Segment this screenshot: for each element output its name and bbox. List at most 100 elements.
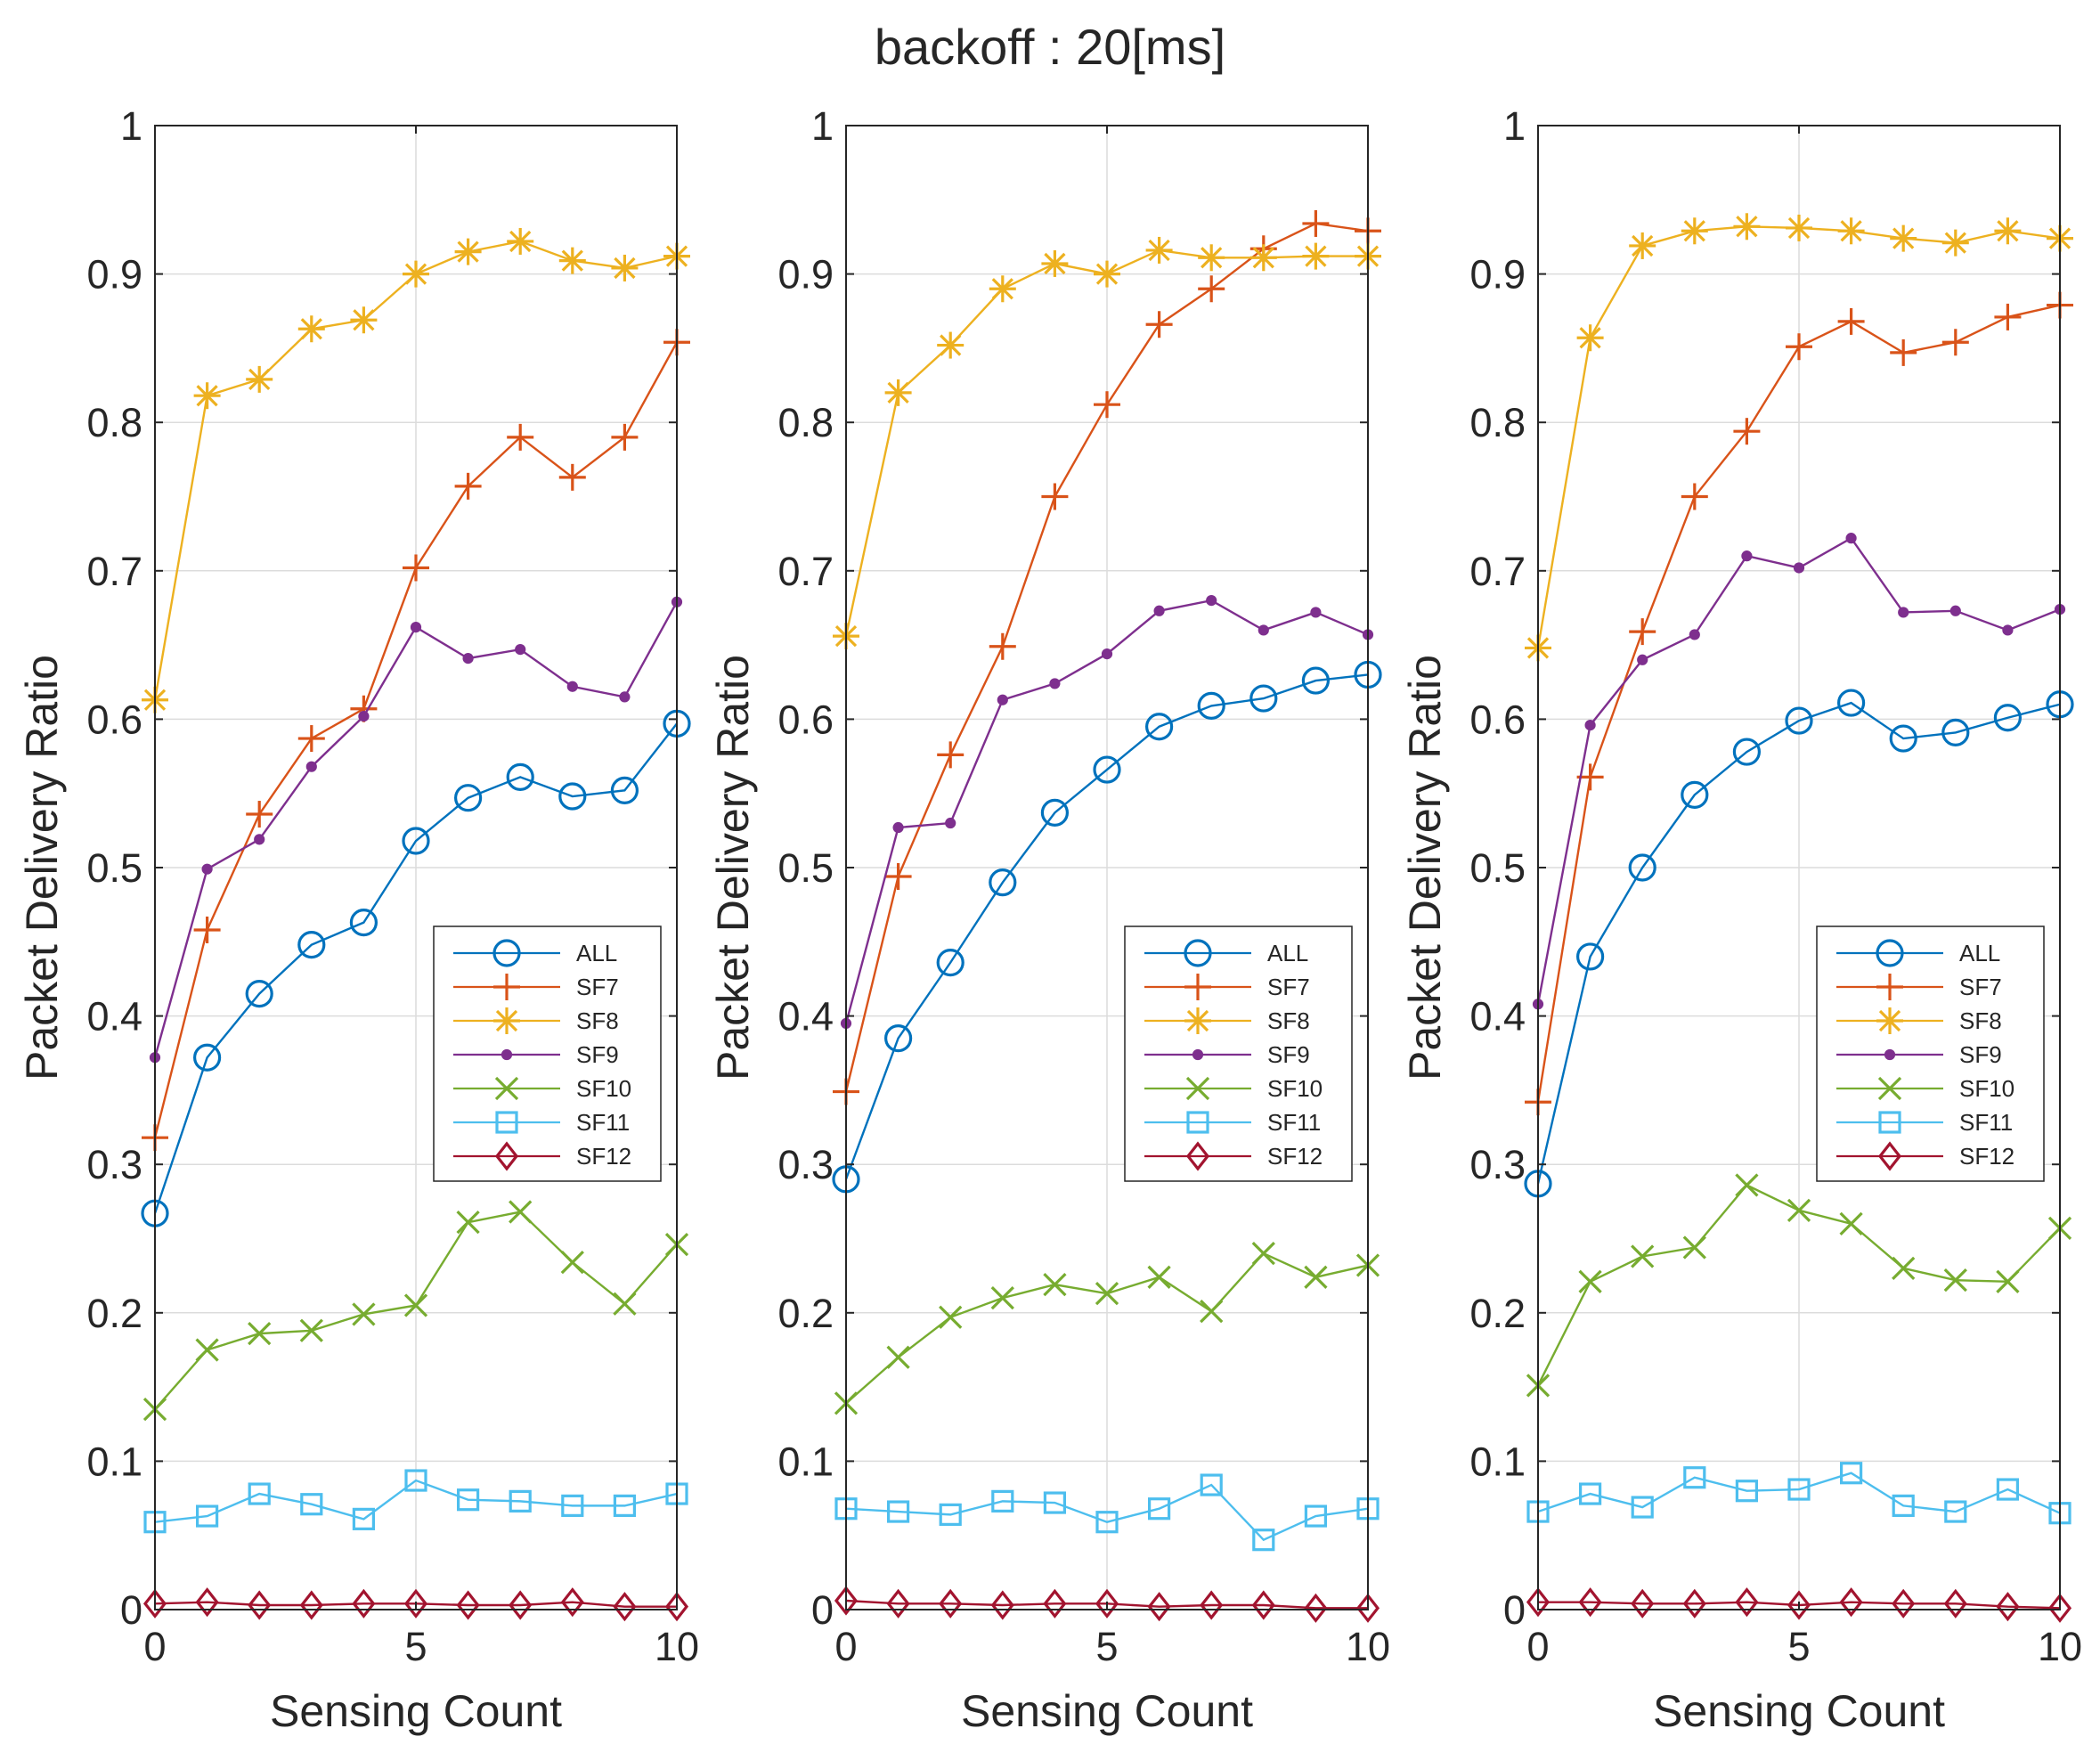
data-point-sf10 <box>560 1251 584 1275</box>
y-tick-label: 0.3 <box>1469 1142 1526 1187</box>
data-point-all <box>558 782 587 811</box>
data-point-sf9 <box>1049 678 1061 689</box>
data-point-sf9 <box>358 710 370 722</box>
data-point-sf7 <box>1890 338 1917 366</box>
legend-marker-sf11 <box>1878 1111 1901 1134</box>
data-point-sf12 <box>299 1590 323 1620</box>
legend-marker-sf9 <box>1884 1048 1896 1061</box>
data-point-sf12 <box>1095 1588 1119 1618</box>
data-point-sf9 <box>1741 550 1753 562</box>
legend-label: SF10 <box>1267 1075 1323 1102</box>
data-point-sf12 <box>1355 1593 1380 1623</box>
data-point-sf7 <box>1681 483 1708 510</box>
x-tick-label: 0 <box>143 1624 166 1669</box>
data-point-sf8 <box>989 275 1016 303</box>
data-point-all <box>989 868 1017 897</box>
data-point-sf8 <box>1302 242 1330 270</box>
data-point-sf11 <box>1095 1511 1119 1534</box>
legend-label: SF12 <box>1959 1143 2015 1170</box>
legend-marker-sf7 <box>1876 974 1903 1000</box>
x-tick-label: 10 <box>2038 1624 2082 1669</box>
legend-marker-sf8 <box>1184 1007 1211 1034</box>
data-point-sf11 <box>300 1493 323 1516</box>
data-point-sf11 <box>1787 1478 1811 1501</box>
data-point-sf11 <box>1043 1491 1067 1514</box>
data-point-sf9 <box>462 652 474 665</box>
legend-label: SF8 <box>1959 1007 2002 1034</box>
data-point-sf10 <box>1943 1268 1967 1292</box>
data-point-sf8 <box>1145 236 1173 264</box>
y-axis-label: Packet Delivery Ratio <box>708 655 758 1080</box>
y-tick-label: 0.4 <box>777 994 834 1040</box>
data-point-sf7 <box>1094 391 1120 419</box>
legend-label: SF8 <box>1267 1007 1310 1034</box>
data-point-all <box>349 909 378 937</box>
series-line-sf11 <box>1537 1472 2061 1514</box>
data-point-sf8 <box>1094 260 1120 288</box>
data-point-sf7 <box>1145 311 1173 338</box>
legend-marker-sf11 <box>1186 1111 1209 1134</box>
data-point-all <box>1575 942 1605 971</box>
data-point-sf7 <box>989 632 1016 660</box>
y-tick-label: 0.5 <box>777 845 834 891</box>
legend-marker-sf11 <box>495 1111 518 1134</box>
data-point-sf11 <box>1840 1462 1863 1485</box>
data-point-sf10 <box>939 1305 963 1329</box>
data-point-all <box>402 827 430 855</box>
y-tick-label: 0.6 <box>1469 697 1526 742</box>
data-point-sf8 <box>1629 232 1656 259</box>
y-axis-label: Packet Delivery Ratio <box>1400 655 1450 1080</box>
y-tick-label: 0.5 <box>86 845 142 891</box>
data-point-sf9 <box>1153 605 1165 616</box>
y-tick-label: 0 <box>1503 1587 1526 1633</box>
data-point-sf7 <box>246 801 273 828</box>
legend-label: SF11 <box>576 1109 630 1136</box>
data-point-sf8 <box>884 379 912 406</box>
y-axis-label: Packet Delivery Ratio <box>17 655 67 1080</box>
y-tick-label: 0.5 <box>1469 845 1526 891</box>
data-point-all <box>1144 713 1174 741</box>
data-point-sf12 <box>195 1587 219 1618</box>
data-point-sf11 <box>1578 1482 1602 1505</box>
data-point-sf8 <box>1198 244 1225 272</box>
y-tick-label: 0.8 <box>777 400 834 445</box>
data-point-sf11 <box>509 1489 532 1512</box>
x-tick-label: 0 <box>834 1624 857 1669</box>
legend-label: ALL <box>1959 940 2000 966</box>
data-point-sf12 <box>1304 1593 1328 1623</box>
panels: 00.10.20.30.40.50.60.70.80.910 5 10Sensing… <box>17 103 2082 1736</box>
data-point-sf8 <box>193 382 221 410</box>
legend: ALL SF7 SF8 SF9 SF10 SF11 SF12 <box>433 925 662 1182</box>
y-tick-label: 0.3 <box>777 1142 834 1187</box>
y-tick-label: 0.4 <box>86 994 142 1040</box>
data-point-all <box>1941 718 1970 746</box>
data-point-all <box>883 1023 913 1053</box>
data-point-sf7 <box>1198 275 1225 303</box>
y-tick-label: 1 <box>811 103 834 149</box>
data-point-all <box>1197 691 1225 721</box>
data-point-sf10 <box>403 1293 428 1317</box>
data-point-sf8 <box>403 260 429 288</box>
data-point-sf9 <box>2002 624 2014 636</box>
data-point-sf11 <box>613 1494 637 1517</box>
legend-label: SF7 <box>1959 974 2002 1000</box>
series-line-sf11 <box>845 1483 1369 1542</box>
data-point-all <box>1040 798 1070 827</box>
y-tick-label: 1 <box>1503 103 1526 149</box>
data-point-sf10 <box>886 1345 910 1369</box>
y-tick-label: 0.8 <box>1469 400 1526 445</box>
data-point-sf8 <box>1837 217 1865 245</box>
data-point-sf7 <box>1302 209 1330 237</box>
data-point-sf10 <box>1095 1282 1119 1306</box>
y-tick-label: 0.2 <box>1469 1291 1526 1336</box>
y-tick-label: 0.1 <box>1469 1439 1526 1484</box>
data-point-sf12 <box>1631 1588 1655 1618</box>
data-point-sf12 <box>1251 1590 1275 1620</box>
data-point-sf10 <box>1578 1269 1602 1293</box>
y-tick-label: 0 <box>811 1587 834 1633</box>
data-point-all <box>1993 704 2022 732</box>
legend-label: SF9 <box>576 1041 619 1068</box>
data-point-sf8 <box>558 247 586 274</box>
data-point-sf7 <box>558 463 586 491</box>
